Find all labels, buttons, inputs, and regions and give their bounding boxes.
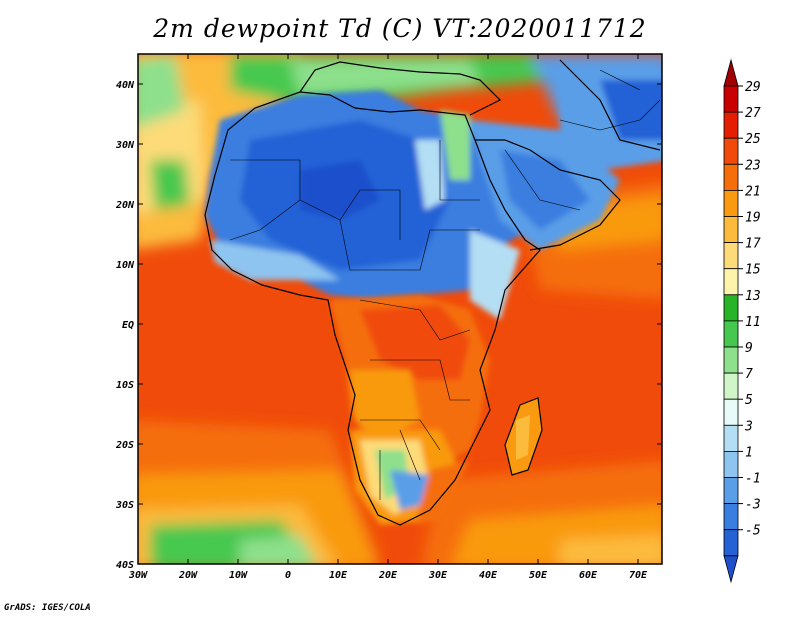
colorbar-label: 19	[745, 211, 761, 226]
x-tick-label: 20W	[178, 570, 198, 581]
x-tick-label: 10E	[329, 570, 348, 581]
x-tick-label: 60E	[579, 570, 598, 581]
colorbar-segment	[723, 137, 739, 165]
colorbar-label: 5	[745, 393, 753, 408]
y-tick-label: 20S	[115, 440, 134, 451]
dewpoint-field	[138, 54, 662, 564]
colorbar-segment	[723, 424, 739, 452]
colorbar-segment	[723, 294, 739, 322]
colorbar-label: 7	[745, 367, 753, 382]
y-tick-label: 10N	[116, 260, 135, 271]
grads-credit: GrADS: IGES/COLA	[4, 603, 91, 613]
colorbar-label: 23	[745, 158, 761, 173]
y-tick-label: 40N	[116, 80, 135, 91]
colorbar-segment	[723, 503, 739, 531]
x-tick-label: 20E	[378, 570, 398, 581]
x-tick-label: 30W	[128, 570, 148, 581]
colorbar-segment	[723, 163, 739, 191]
colorbar-segment	[723, 477, 739, 505]
x-axis: 30W 20W 10W 0 10E 20E 30E 40E 50E 60E 70E	[128, 54, 648, 581]
x-tick-label: 40E	[479, 570, 498, 581]
y-tick-label: 20N	[115, 200, 135, 211]
y-tick-label: 30S	[115, 500, 134, 511]
colorbar-label: 1	[745, 445, 753, 460]
y-tick-label: 40S	[116, 560, 134, 571]
colorbar-label: 21	[745, 184, 761, 199]
colorbar-segment	[723, 529, 739, 557]
x-tick-label: 10W	[229, 570, 248, 581]
colorbar-segment	[723, 111, 739, 139]
colorbar-segment	[723, 320, 739, 348]
colorbar-label: 17	[745, 237, 761, 252]
colorbar-label: -5	[745, 524, 761, 539]
colorbar-segment	[723, 450, 739, 478]
colorbar-bottom-arrow	[723, 555, 739, 584]
colorbar-label: 3	[744, 419, 753, 434]
colorbar-segment	[723, 372, 739, 400]
x-tick-label: 30E	[428, 570, 448, 581]
colorbar-label: 25	[745, 132, 761, 147]
y-axis: 40N 30N 20N 10N EQ 10S 20S 30S 40S	[115, 80, 662, 571]
colorbar-segment	[723, 189, 739, 217]
colorbar-segment	[723, 216, 739, 244]
colorbar-segment	[723, 398, 739, 426]
colorbar-segment	[723, 268, 739, 296]
colorbar-segment	[723, 242, 739, 270]
x-tick-label: 0	[285, 570, 291, 581]
colorbar-segment	[723, 85, 739, 113]
plot-frame	[137, 53, 663, 565]
colorbar: 29 27 25 23 21 19 17 15 13 11 9 7 5 3 1 -1 -3 -5	[723, 58, 761, 584]
colorbar-label: -1	[745, 472, 761, 487]
y-tick-label: 30N	[115, 140, 135, 151]
colorbar-label: -3	[745, 498, 761, 513]
x-tick-label: 70E	[629, 570, 648, 581]
colorbar-label: 13	[745, 289, 761, 304]
colorbar-top-arrow	[723, 58, 739, 87]
colorbar-label: 9	[745, 341, 753, 356]
colorbar-label: 27	[745, 106, 761, 121]
colorbar-label: 29	[745, 80, 761, 95]
colorbar-label: 11	[745, 315, 761, 330]
x-tick-label: 50E	[529, 570, 548, 581]
y-tick-label: 10S	[116, 380, 134, 391]
map-title: 2m dewpoint Td (C) VT:2020011712	[153, 14, 647, 43]
colorbar-segment	[723, 346, 739, 374]
y-tick-label: EQ	[122, 320, 134, 331]
colorbar-label: 15	[745, 263, 761, 278]
